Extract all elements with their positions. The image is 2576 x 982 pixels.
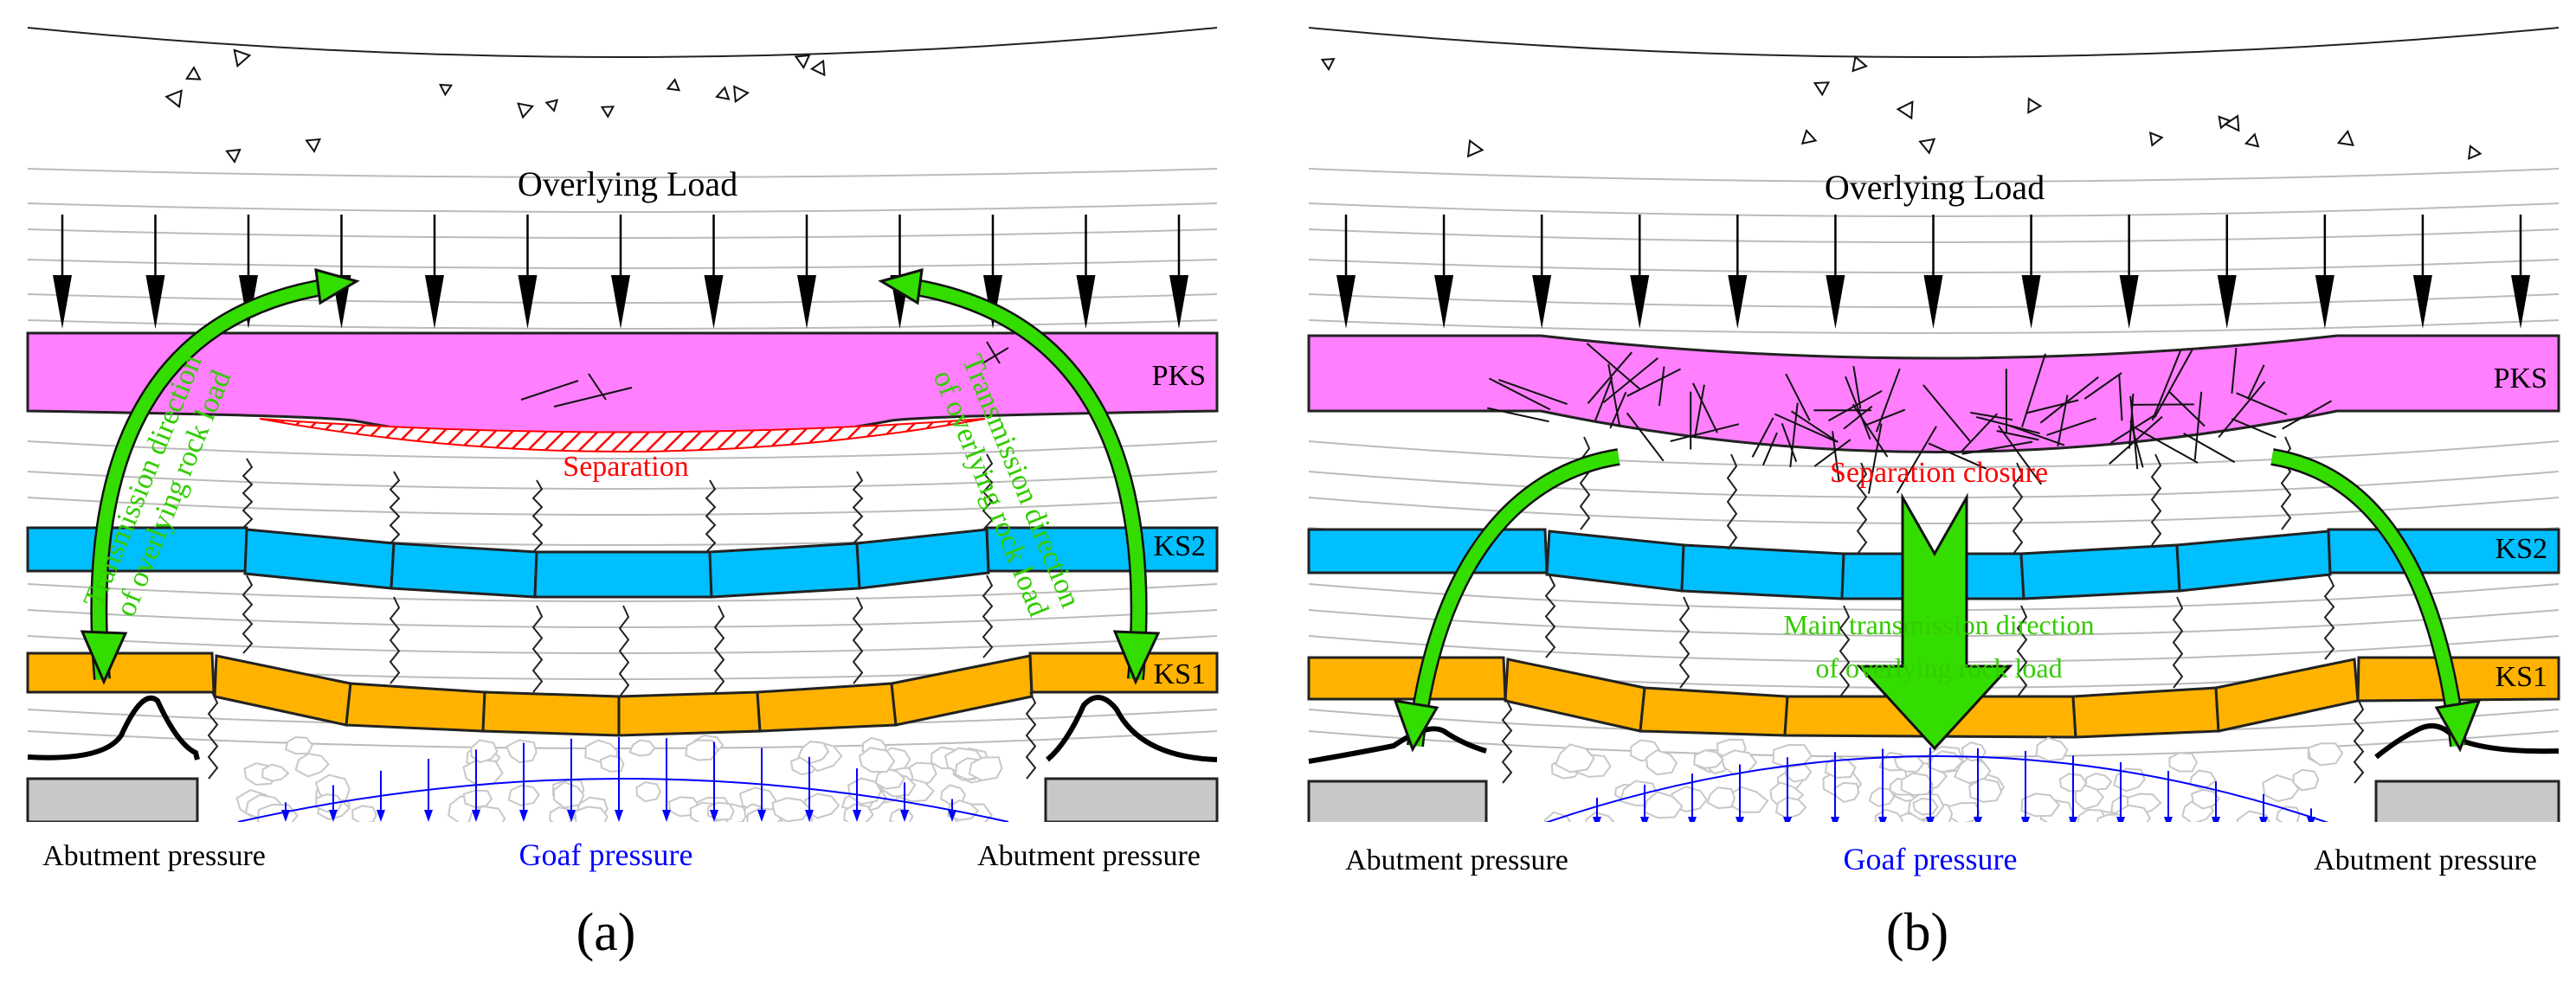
- caption-b: (b): [1886, 903, 1948, 962]
- abutment-curve-right: [2374, 722, 2560, 760]
- fracture-lines: [1501, 436, 2365, 784]
- pks-cracks: [1486, 343, 2332, 494]
- ground-surface: [27, 27, 1218, 58]
- goaf-pressure-label: Goaf pressure: [519, 838, 693, 872]
- ks1-label: KS1: [2496, 661, 2547, 693]
- goaf-pressure-curve: [237, 778, 1009, 822]
- separation-closure-label: Separation closure: [1830, 457, 2048, 489]
- separation-zone: [259, 418, 986, 452]
- goaf-pressure-arrows: [281, 737, 956, 822]
- transmission-arrow-left: [80, 267, 360, 685]
- gravel-symbols: [1320, 55, 2483, 160]
- pks-layer: [1307, 334, 2560, 453]
- fracture-lines: [207, 453, 1037, 780]
- overlying-load-arrows: [53, 215, 1188, 329]
- goaf-rubble: [1543, 736, 2344, 822]
- abutment-pressure-right-label: Abutment pressure: [977, 840, 1201, 872]
- abutment-curve-left: [27, 695, 200, 761]
- goaf-pressure-arrows: [1593, 748, 2315, 822]
- pks-label: PKS: [1152, 360, 1206, 392]
- goaf-pressure-curve: [1545, 755, 2328, 822]
- gravel-symbols: [164, 48, 826, 164]
- caption-a: (a): [576, 903, 636, 962]
- ks2-layer: [26, 526, 1219, 599]
- overlying-load-label: Overlying Load: [1825, 168, 2045, 207]
- ks1-layer: [26, 651, 1219, 737]
- ground-surface: [1308, 27, 2560, 58]
- transmission-arrow-left: [1393, 448, 1620, 753]
- abutment-support-left: [26, 777, 199, 822]
- abutment-curve-right: [1046, 695, 1218, 762]
- goaf-rubble: [235, 734, 1003, 822]
- abutment-pressure-left-label: Abutment pressure: [42, 840, 266, 872]
- overlying-load-arrows: [1336, 215, 2530, 329]
- overlying-load-label: Overlying Load: [518, 164, 737, 203]
- main-transmission-line2: of overlying rock load: [1815, 652, 2062, 684]
- separation-label: Separation: [563, 451, 688, 483]
- ks1-layer: [1307, 656, 2560, 739]
- abutment-support-right: [1044, 777, 1219, 822]
- abutment-pressure-right-label: Abutment pressure: [2314, 844, 2537, 876]
- abutment-pressure-left-label: Abutment pressure: [1345, 844, 1568, 876]
- goaf-pressure-label: Goaf pressure: [1844, 842, 2018, 876]
- panel-b: Overlying Load PKS KS2 KS1 Separation cl…: [1307, 27, 2560, 962]
- panel-a: Overlying Load PKS KS2 KS1 Separation Tr…: [26, 27, 1219, 962]
- main-transmission-line1: Main transmission direction: [1783, 609, 2094, 640]
- transmission-arrow-right: [2270, 448, 2482, 753]
- pks-label: PKS: [2494, 363, 2547, 395]
- abutment-support-right: [2374, 780, 2560, 822]
- ks1-label: KS1: [1154, 658, 1206, 690]
- main-transmission-arrow: [1856, 492, 2013, 751]
- pks-cracks: [520, 341, 1009, 408]
- abutment-support-left: [1307, 780, 1488, 822]
- transmission-arrow-right: [878, 267, 1161, 685]
- ks2-label: KS2: [2496, 533, 2547, 565]
- ks2-label: KS2: [1154, 530, 1206, 562]
